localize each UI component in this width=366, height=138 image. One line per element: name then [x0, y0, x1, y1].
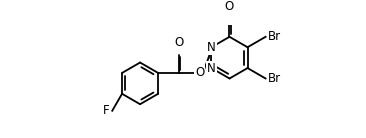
Text: O: O	[195, 66, 205, 79]
Text: N: N	[207, 41, 216, 54]
Text: O: O	[174, 36, 184, 49]
Text: Br: Br	[268, 72, 281, 85]
Text: N: N	[207, 62, 216, 75]
Text: Br: Br	[268, 30, 281, 43]
Text: O: O	[225, 0, 234, 13]
Text: F: F	[103, 104, 109, 117]
